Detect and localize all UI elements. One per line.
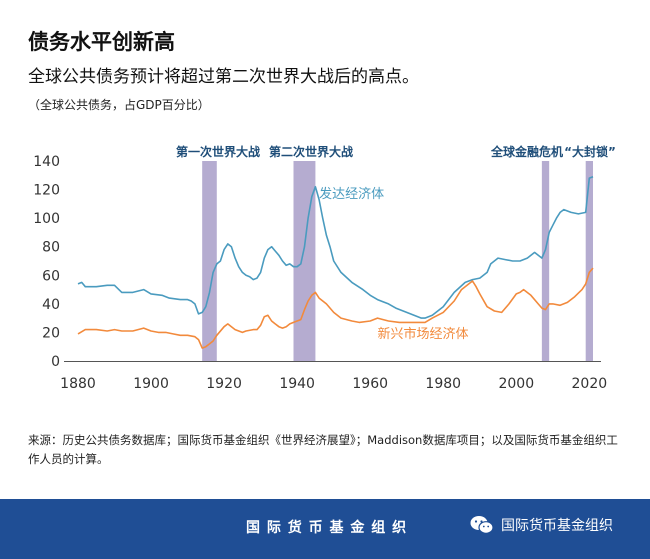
event-label-3: “大封锁”	[564, 144, 616, 159]
shaded-period-1	[293, 161, 316, 361]
footer-org-name: 国 际 货 币 基 金 组 织	[246, 520, 408, 536]
y-tick-0: 0	[51, 354, 60, 370]
x-tick-1900: 1900	[133, 376, 169, 392]
series-label-1: 新兴市场经济体	[378, 326, 469, 342]
footer-bar: 国 际 货 币 基 金 组 织 国际货币基金组织	[0, 499, 650, 559]
x-tick-2020: 2020	[572, 376, 608, 392]
y-tick-40: 40	[42, 297, 60, 313]
y-tick-120: 120	[33, 183, 60, 199]
x-tick-2000: 2000	[498, 376, 534, 392]
chart-unit-label: （全球公共债务，占GDP百分比）	[28, 98, 210, 112]
x-tick-1980: 1980	[425, 376, 461, 392]
y-tick-60: 60	[42, 268, 60, 284]
shaded-period-3	[585, 161, 593, 361]
y-tick-140: 140	[33, 154, 60, 170]
shaded-period-0	[202, 161, 217, 361]
wechat-account-name: 国际货币基金组织	[501, 518, 613, 534]
source-note: 来源：历史公共债务数据库；国际货币基金组织《世界经济展望》；Maddison数据…	[28, 433, 618, 466]
page-subtitle: 全球公共债务预计将超过第二次世界大战后的高点。	[28, 67, 419, 87]
y-tick-20: 20	[42, 325, 60, 341]
x-tick-1960: 1960	[352, 376, 388, 392]
series-lines	[77, 175, 594, 349]
series-line-1	[77, 267, 594, 349]
shaded-period-2	[541, 161, 550, 361]
event-label-2: 全球金融危机	[490, 144, 563, 159]
x-tick-1940: 1940	[279, 376, 315, 392]
x-tick-1880: 1880	[60, 376, 96, 392]
event-label-0: 第一次世界大战	[176, 144, 260, 159]
y-tick-100: 100	[33, 211, 60, 227]
wechat-account[interactable]: 国际货币基金组织	[470, 515, 613, 535]
page-title: 债务水平创新高	[28, 30, 175, 54]
wechat-icon	[470, 516, 494, 534]
event-label-1: 第二次世界大战	[269, 144, 353, 159]
axes: 0 20 40 60 80 100 120 140 1880 1900 1920 1940 1960 19…	[33, 154, 607, 392]
debt-line-chart: 0 20 40 60 80 100 120 140 1880 1900 1920 1940 1960 19…	[33, 144, 616, 392]
series-line-0	[77, 175, 594, 319]
x-tick-1920: 1920	[206, 376, 242, 392]
y-tick-80: 80	[42, 240, 60, 256]
series-label-0: 发达经济体	[319, 186, 384, 202]
